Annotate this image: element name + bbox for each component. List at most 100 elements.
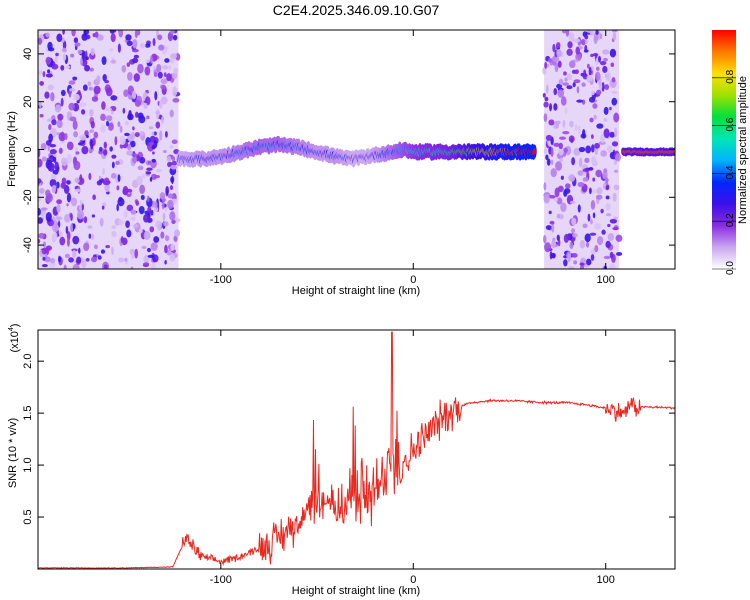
noise-blob bbox=[603, 255, 611, 260]
noise-blob bbox=[577, 181, 585, 188]
noise-blob bbox=[98, 178, 105, 183]
noise-blob bbox=[543, 101, 549, 108]
noise-blob bbox=[66, 231, 71, 241]
noise-blob bbox=[550, 159, 554, 166]
noise-blob bbox=[111, 154, 117, 159]
noise-blob bbox=[39, 114, 44, 118]
snr-background bbox=[38, 330, 675, 569]
noise-blob bbox=[564, 107, 568, 115]
noise-blob bbox=[582, 223, 588, 229]
noise-blob bbox=[566, 85, 573, 90]
noise-blob bbox=[87, 81, 92, 87]
noise-blob bbox=[126, 150, 134, 156]
noise-blob bbox=[117, 174, 121, 182]
noise-blob bbox=[109, 48, 114, 52]
noise-blob bbox=[38, 238, 41, 244]
noise-blob bbox=[49, 148, 57, 155]
noise-blob bbox=[572, 232, 578, 238]
noise-blob bbox=[164, 244, 168, 254]
noise-blob bbox=[91, 214, 96, 218]
noise-blob bbox=[90, 256, 98, 263]
noise-blob bbox=[94, 31, 99, 38]
noise-blob bbox=[601, 229, 606, 235]
noise-blob bbox=[604, 84, 610, 91]
noise-blob bbox=[149, 226, 155, 233]
noise-blob bbox=[73, 160, 81, 171]
noise-blob bbox=[74, 177, 80, 184]
noise-blob bbox=[563, 233, 569, 243]
noise-blob bbox=[105, 115, 113, 122]
noise-blob bbox=[98, 175, 102, 180]
noise-blob bbox=[108, 126, 114, 131]
noise-blob bbox=[55, 52, 59, 57]
noise-blob bbox=[147, 141, 154, 152]
noise-blob bbox=[60, 89, 66, 97]
noise-blob bbox=[100, 249, 106, 254]
noise-blob bbox=[129, 140, 136, 148]
noise-blob bbox=[557, 185, 564, 193]
noise-blob bbox=[93, 131, 99, 139]
noise-blob bbox=[169, 30, 175, 35]
noise-blob bbox=[596, 66, 600, 71]
noise-blob bbox=[609, 263, 616, 269]
noise-blob bbox=[66, 153, 72, 164]
noise-blob bbox=[556, 42, 561, 49]
noise-blob bbox=[127, 113, 134, 121]
noise-blob bbox=[559, 157, 564, 163]
noise-blob bbox=[171, 139, 178, 145]
noise-blob bbox=[615, 234, 623, 242]
noise-blob bbox=[110, 95, 118, 101]
noise-blob bbox=[38, 148, 41, 158]
noise-blob bbox=[52, 232, 58, 241]
noise-blob bbox=[118, 219, 124, 226]
noise-blob bbox=[588, 66, 592, 76]
noise-blob bbox=[573, 147, 581, 156]
noise-blob bbox=[564, 77, 568, 82]
spectrogram-noise bbox=[38, 30, 623, 269]
noise-blob bbox=[133, 73, 141, 82]
noise-blob bbox=[99, 217, 104, 227]
noise-blob bbox=[578, 146, 586, 153]
noise-blob bbox=[551, 240, 557, 249]
noise-blob bbox=[125, 220, 130, 228]
noise-blob bbox=[117, 43, 121, 53]
noise-blob bbox=[542, 67, 547, 75]
noise-blob bbox=[567, 41, 573, 49]
noise-blob bbox=[73, 131, 79, 138]
noise-blob bbox=[106, 120, 110, 127]
noise-blob bbox=[151, 131, 155, 136]
noise-blob bbox=[56, 199, 63, 205]
noise-blob bbox=[572, 82, 576, 88]
noise-blob bbox=[596, 89, 602, 96]
noise-blob bbox=[132, 57, 139, 64]
noise-blob bbox=[66, 180, 71, 185]
noise-blob bbox=[64, 132, 68, 141]
noise-blob bbox=[169, 185, 173, 191]
noise-blob bbox=[149, 55, 153, 64]
noise-blob bbox=[571, 253, 578, 258]
noise-blob bbox=[613, 112, 620, 123]
noise-blob bbox=[140, 194, 145, 201]
noise-blob bbox=[43, 241, 46, 248]
noise-blob bbox=[127, 71, 133, 81]
noise-blob bbox=[118, 257, 125, 263]
noise-blob bbox=[56, 165, 60, 173]
noise-blob bbox=[564, 188, 571, 194]
noise-blob bbox=[122, 107, 126, 114]
noise-blob bbox=[584, 39, 588, 44]
noise-blob bbox=[585, 145, 592, 154]
noise-blob bbox=[51, 184, 57, 194]
noise-blob bbox=[595, 57, 599, 66]
noise-blob bbox=[599, 60, 607, 66]
noise-blob bbox=[575, 52, 582, 62]
noise-blob bbox=[582, 168, 590, 173]
noise-blob bbox=[45, 73, 53, 78]
noise-blob bbox=[38, 37, 43, 45]
noise-blob bbox=[124, 120, 129, 126]
noise-blob bbox=[585, 241, 590, 248]
noise-blob bbox=[160, 116, 165, 125]
noise-blob bbox=[62, 40, 67, 50]
noise-blob bbox=[118, 30, 123, 35]
noise-blob bbox=[116, 185, 120, 191]
noise-blob bbox=[47, 84, 55, 91]
